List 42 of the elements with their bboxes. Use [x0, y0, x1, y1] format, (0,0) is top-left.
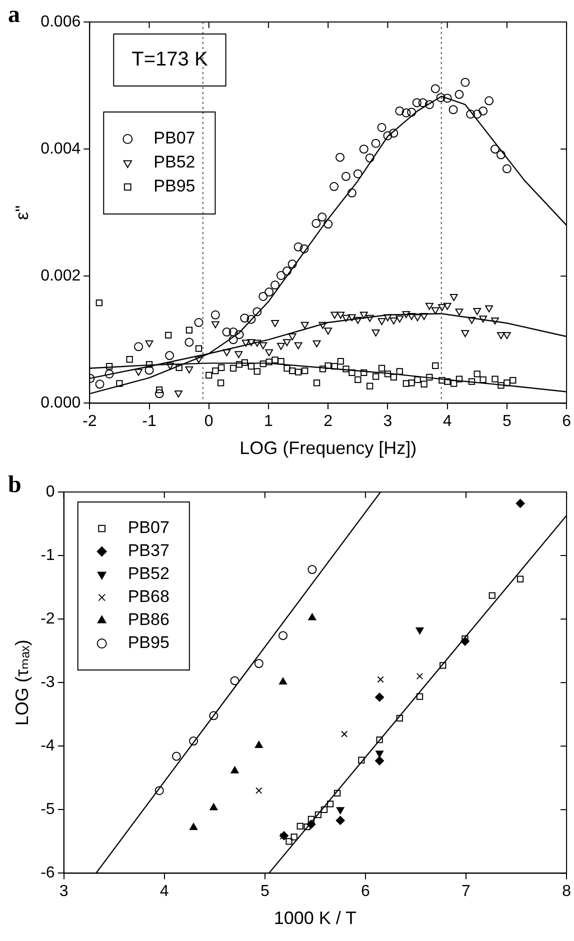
- y-tick-label: 0.002: [40, 268, 81, 285]
- x-tick-label: 6: [361, 883, 370, 900]
- text: b: [8, 472, 22, 498]
- x-tick-label: 2: [324, 413, 333, 430]
- y-tick-label: -1: [40, 546, 55, 564]
- x-tick-label: 3: [59, 883, 68, 900]
- legend-label: PB07: [154, 128, 196, 148]
- x-tick-label: -2: [82, 413, 97, 430]
- y-tick-label: 0.004: [40, 140, 81, 158]
- y-tick-label: 0: [46, 483, 55, 500]
- x-axis-title: 1000 K / T: [274, 908, 357, 928]
- x-tick-label: 7: [462, 883, 471, 900]
- y-tick-label: 0.000: [40, 394, 81, 412]
- legend-label: PB95: [128, 633, 170, 652]
- legend-label: PB07: [128, 518, 170, 538]
- y-tick-label: -6: [40, 864, 55, 882]
- legend-label: PB37: [128, 541, 170, 560]
- x-tick-label: -1: [142, 413, 156, 430]
- x-tick-label: 5: [502, 413, 512, 430]
- legend-label: PB52: [128, 564, 170, 584]
- y-axis-title: ε'': [12, 205, 32, 220]
- legend-label: PB95: [154, 176, 196, 196]
- y-tick-label: -4: [40, 738, 55, 755]
- x-tick-label: 4: [160, 883, 169, 900]
- x-tick-label: 0: [204, 413, 214, 430]
- x-tick-label: 3: [383, 413, 392, 430]
- x-tick-label: 8: [562, 883, 572, 900]
- x-tick-label: 6: [562, 413, 572, 430]
- y-tick-label: -5: [40, 801, 55, 818]
- annotation: T=173 K: [132, 48, 208, 71]
- y-tick-label: 0.006: [40, 13, 81, 30]
- y-axis-title: LOG (τₘₐₓ): [12, 640, 32, 726]
- x-tick-label: 4: [442, 413, 452, 430]
- x-axis-title: LOG (Frequency [Hz]): [240, 438, 417, 458]
- y-tick-label: -2: [40, 610, 55, 628]
- legend-label: PB86: [128, 610, 170, 630]
- y-tick-label: -3: [40, 674, 55, 692]
- x-tick-label: 5: [260, 883, 270, 900]
- legend-label: PB52: [154, 152, 196, 172]
- legend-label: PB68: [128, 587, 170, 606]
- text: a: [8, 2, 20, 28]
- x-tick-label: 1: [264, 413, 274, 430]
